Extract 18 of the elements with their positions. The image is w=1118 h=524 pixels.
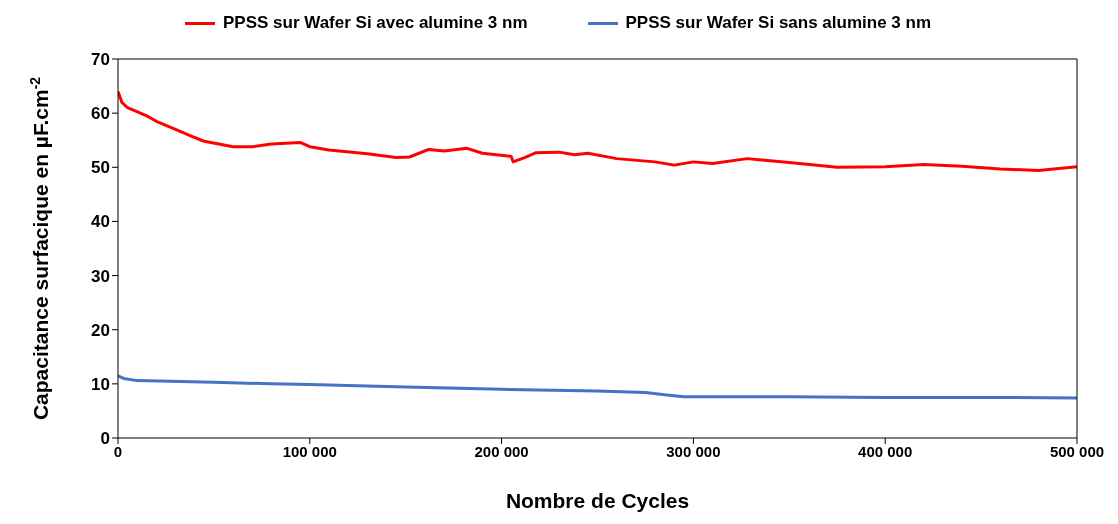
x-axis-title: Nombre de Cycles — [505, 489, 690, 512]
y-tick-label: 40 — [91, 212, 110, 232]
y-tick-label: 10 — [91, 374, 110, 394]
x-tick-label: 500 000 — [1049, 442, 1105, 460]
line-series — [118, 374, 1077, 400]
x-tick-label: 300 000 — [666, 442, 721, 460]
y-tick-label: 60 — [91, 104, 110, 124]
legend-label: PPSS sur Wafer Si sans alumine 3 nm — [625, 13, 932, 33]
x-tick-label: 100 000 — [282, 442, 337, 460]
y-tick-label: 70 — [91, 50, 110, 70]
x-tick-label: 200 000 — [474, 442, 529, 460]
y-tick-label: 50 — [91, 158, 110, 178]
x-tick-label: 0 — [113, 442, 123, 460]
line-series — [118, 89, 1077, 173]
legend-label: PPSS sur Wafer Si avec alumine 3 nm — [222, 13, 528, 33]
y-tick-label: 30 — [91, 266, 110, 286]
y-tick-label: 20 — [91, 320, 110, 340]
x-tick-label: 400 000 — [858, 442, 913, 460]
